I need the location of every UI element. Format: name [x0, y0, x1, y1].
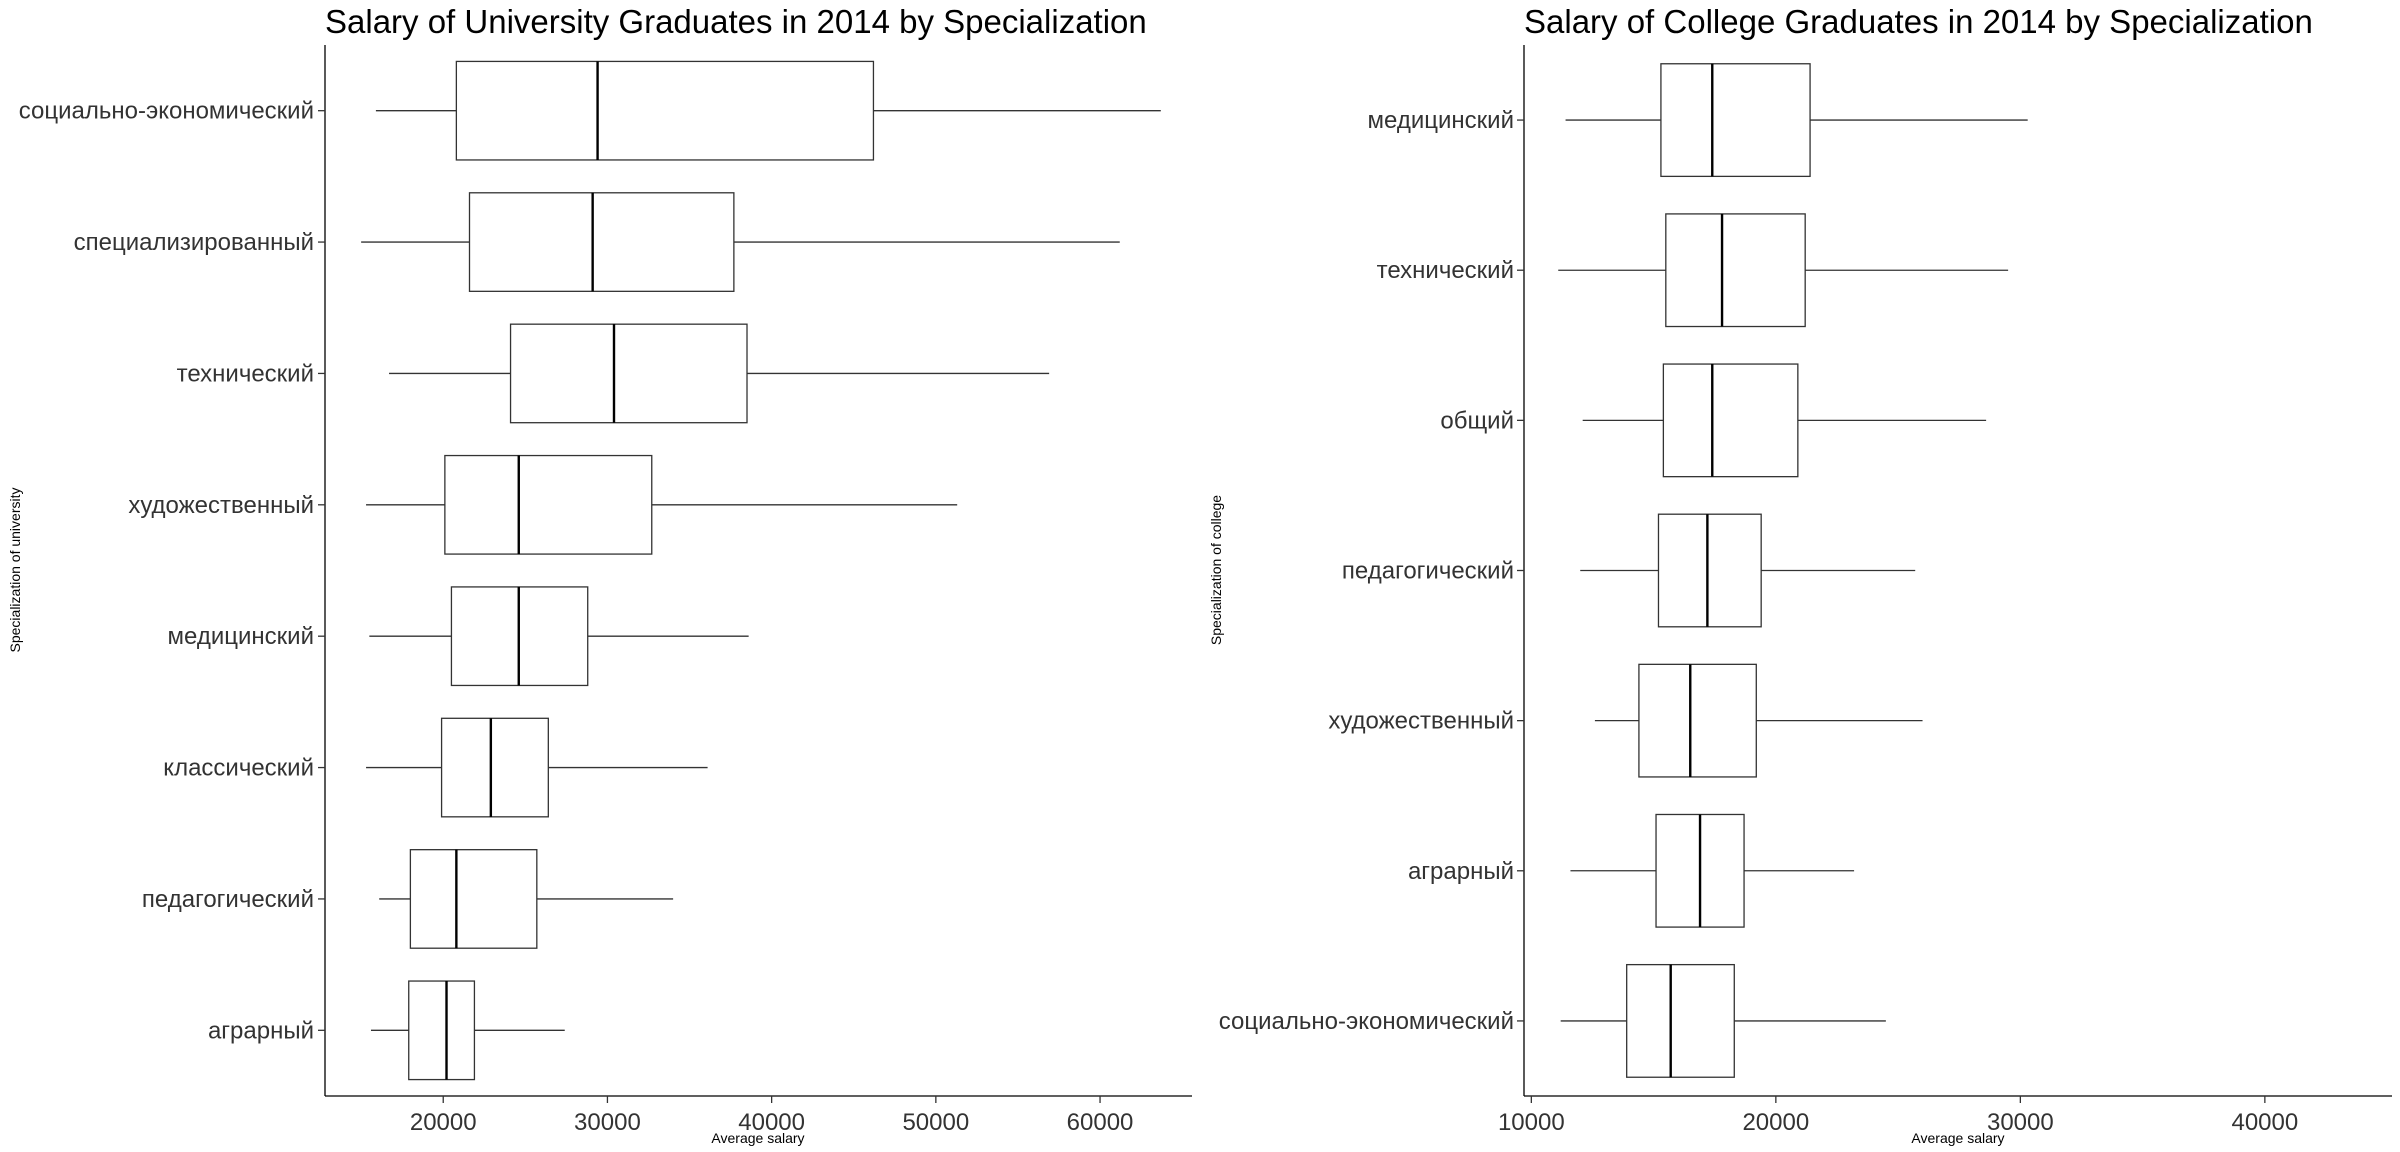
box — [408, 980, 476, 1081]
box — [468, 192, 735, 292]
box — [1657, 513, 1762, 628]
category-label: специализированный — [74, 229, 314, 256]
x-tick-label: 40000 — [2231, 1109, 2298, 1136]
category-label: педагогический — [1342, 558, 1514, 585]
x-tick-label: 10000 — [1498, 1109, 1565, 1136]
category-label: классический — [163, 755, 314, 782]
box — [409, 849, 538, 949]
x-tick-label: 40000 — [738, 1109, 805, 1136]
category-label: аграрный — [208, 1017, 314, 1044]
category-label: медицинский — [168, 623, 314, 650]
category-label: общий — [1440, 407, 1514, 434]
box — [455, 60, 875, 161]
category-label: социально-экономический — [1219, 1008, 1514, 1035]
x-tick-label: 20000 — [1742, 1109, 1809, 1136]
x-axis-title: Average salary — [1911, 1130, 2004, 1146]
category-label: технический — [1377, 257, 1514, 284]
x-tick-label: 60000 — [1067, 1109, 1134, 1136]
chart-title: Salary of College Graduates in 2014 by S… — [1524, 3, 2313, 40]
x-tick-label: 30000 — [1987, 1109, 2054, 1136]
category-label: социально-экономический — [19, 98, 314, 125]
box — [444, 454, 653, 555]
category-label: художественный — [128, 492, 314, 519]
box — [1665, 213, 1806, 328]
category-label: медицинский — [1368, 107, 1514, 134]
box — [1662, 363, 1799, 478]
category-label: аграрный — [1408, 858, 1514, 885]
box — [509, 323, 748, 424]
category-label: художественный — [1328, 708, 1514, 735]
category-label: технический — [177, 360, 314, 387]
y-axis-title: Specialization of college — [1208, 495, 1224, 645]
box — [1638, 663, 1757, 778]
box — [440, 717, 549, 818]
x-tick-label: 30000 — [574, 1109, 641, 1136]
box — [1626, 963, 1735, 1078]
x-tick-label: 20000 — [410, 1109, 477, 1136]
category-label: педагогический — [142, 886, 314, 913]
box — [1660, 63, 1811, 178]
x-tick-label: 50000 — [902, 1109, 969, 1136]
x-axis-title: Average salary — [711, 1130, 804, 1146]
y-axis-title: Specialization of university — [7, 488, 23, 653]
chart-title: Salary of University Graduates in 2014 b… — [325, 3, 1147, 40]
